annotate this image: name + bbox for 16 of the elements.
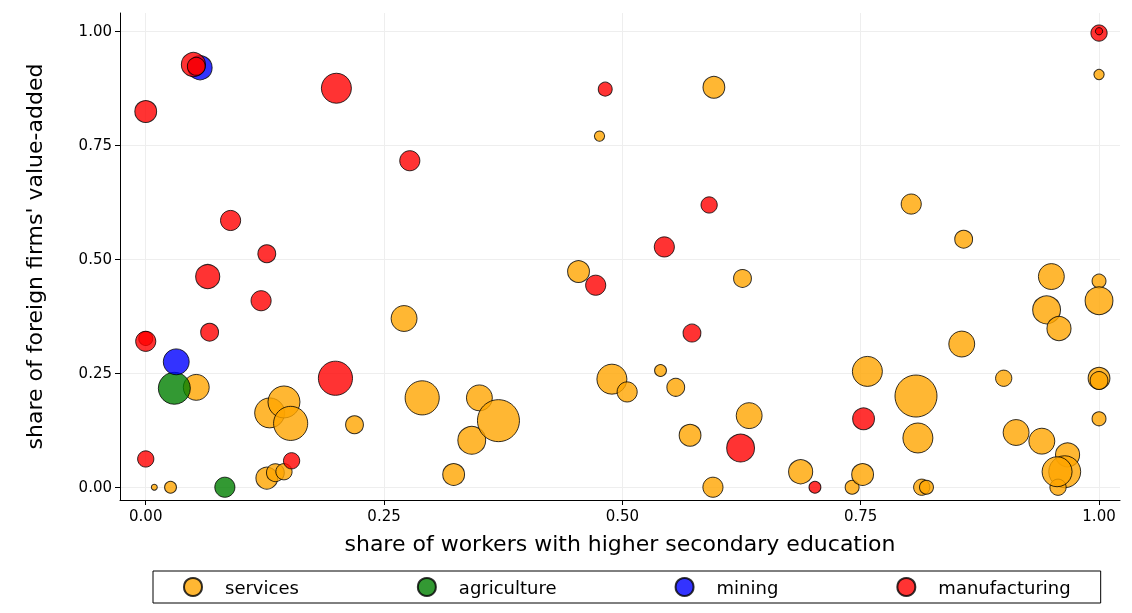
legend-label: services [225,576,299,598]
legend-label: agriculture [458,576,557,598]
x-tick-label: 0.50 [605,506,640,525]
y-tick-label: 0.00 [78,478,112,497]
x-tick-label: 0.75 [844,506,878,525]
y-tick-label: 0.75 [78,136,112,155]
x-axis-title: share of workers with higher secondary education [344,530,896,556]
y-tick-label: 1.00 [78,22,112,41]
y-tick-label: 0.50 [78,250,112,269]
legend-label: mining [716,576,779,598]
x-tick-label: 0.00 [129,506,163,525]
x-tick-label: 0.25 [367,506,401,525]
x-tick-label: 1.00 [1082,506,1116,525]
y-axis-title: share of foreign firms' value-added [21,63,47,450]
y-tick-label: 0.25 [78,364,112,383]
legend-label: manufacturing [938,576,1071,598]
